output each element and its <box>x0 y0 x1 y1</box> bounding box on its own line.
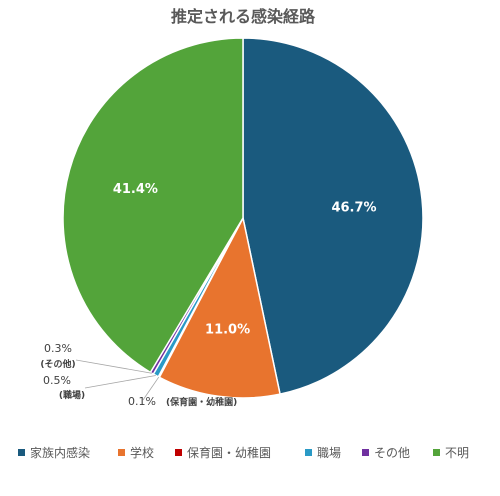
legend-label-1: 家族内感染 <box>30 445 90 460</box>
legend-label-6: 不明 <box>445 446 469 460</box>
data-label-6: 41.4% <box>113 182 158 197</box>
leader-line-5 <box>75 359 152 374</box>
legend-swatch-2 <box>118 449 125 456</box>
data-label-value-3: 0.1% <box>128 395 156 408</box>
legend-label-3: 保育園・幼稚園 <box>187 445 271 460</box>
legend-label-5: その他 <box>374 446 410 460</box>
legend-swatch-3 <box>175 449 182 456</box>
legend-label-4: 職場 <box>317 446 341 460</box>
chart-title: 推定される感染経路 <box>171 7 316 26</box>
data-label-category-3: (保育園・幼稚園) <box>166 396 237 408</box>
data-label-2: 11.0% <box>205 323 250 338</box>
leader-lines <box>75 359 160 401</box>
legend-swatch-5 <box>362 449 369 456</box>
data-label-category-5: (その他) <box>40 358 75 370</box>
data-label-category-4: (職場) <box>59 389 85 401</box>
legend-label-2: 学校 <box>130 445 154 460</box>
pie-slice-6 <box>62 37 244 374</box>
data-label-value-4: 0.5% <box>43 374 71 387</box>
pie-slice-2 <box>158 215 281 399</box>
legend-swatch-4 <box>305 449 312 456</box>
data-labels: 46.7% 11.0% 0.1% (保育園・幼稚園) 0.5% (職場) 0.3% (その他)… <box>40 182 376 408</box>
leader-line-3 <box>142 376 160 401</box>
legend-swatch-6 <box>433 449 440 456</box>
legend-swatch-1 <box>18 449 25 456</box>
leader-line-4 <box>84 375 156 389</box>
data-label-value-5: 0.3% <box>44 342 72 355</box>
legend: 家族内感染 学校 保育園・幼稚園 職場 その他 不明 <box>18 445 469 460</box>
pie-slices <box>62 37 424 399</box>
data-label-1: 46.7% <box>331 201 376 216</box>
pie-slice-1 <box>242 37 424 396</box>
